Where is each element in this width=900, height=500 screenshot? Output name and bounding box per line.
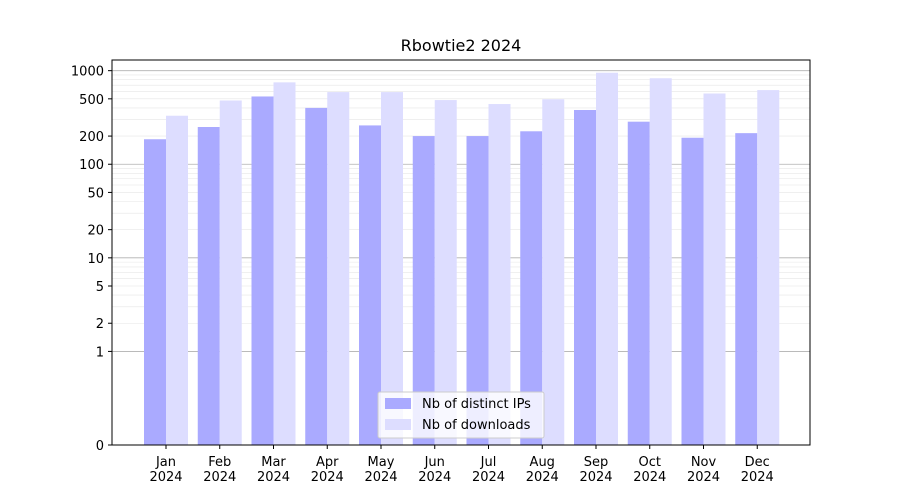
y-tick-label: 1000 (71, 65, 104, 80)
bar-distinct-ips-2 (197, 127, 220, 445)
bar-distinct-ips-7 (466, 136, 489, 446)
bar-downloads-10 (649, 78, 672, 446)
y-tick-label: 50 (87, 186, 104, 201)
x-tick-label: Dec 2024 (741, 455, 774, 485)
bar-distinct-ips-12 (735, 133, 758, 446)
bar-downloads-1 (166, 115, 188, 445)
bar-distinct-ips-4 (305, 107, 328, 446)
bar-downloads-8 (542, 99, 565, 446)
bar-downloads-4 (327, 92, 350, 446)
bar-downloads-2 (219, 100, 242, 445)
x-tick-label: Oct 2024 (633, 455, 666, 485)
y-tick-label: 200 (79, 130, 104, 145)
bar-downloads-3 (273, 82, 296, 445)
bar-downloads-7 (488, 104, 511, 445)
legend-swatch-distinct-ips (385, 398, 411, 409)
legend: Nb of distinct IPs Nb of downloads (377, 391, 545, 439)
bar-downloads-11 (703, 93, 726, 445)
legend-label-downloads: Nb of downloads (422, 418, 531, 433)
bar-distinct-ips-8 (520, 131, 543, 445)
y-tick-label: 0 (96, 439, 104, 454)
x-tick-label: Nov 2024 (687, 455, 720, 485)
bar-distinct-ips-3 (251, 96, 274, 446)
y-tick-label: 10 (87, 252, 104, 267)
x-tick-label: May 2024 (364, 455, 397, 485)
bar-distinct-ips-9 (574, 109, 596, 446)
y-tick-label: 20 (87, 224, 104, 239)
bar-downloads-6 (434, 100, 457, 445)
bar-downloads-9 (596, 72, 618, 445)
chart-title: Rbowtie2 2024 (401, 36, 522, 55)
y-tick-label: 100 (79, 158, 104, 173)
x-tick-label: Mar 2024 (257, 455, 290, 485)
bar-downloads-12 (757, 90, 780, 445)
bar-distinct-ips-6 (412, 136, 435, 446)
x-tick-label: Jul 2024 (472, 455, 505, 485)
bar-distinct-ips-11 (681, 137, 704, 445)
bar-distinct-ips-5 (359, 125, 381, 445)
x-tick-label: Aug 2024 (526, 455, 559, 485)
y-tick-label: 2 (96, 317, 104, 332)
bars (144, 72, 780, 446)
bar-downloads-5 (381, 92, 403, 446)
x-axis: Jan 2024 Feb 2024 Mar 2024 Apr 2024 May 2024 Jun 20… (149, 445, 774, 485)
x-tick-label: Jun 2024 (418, 455, 451, 485)
y-tick-label: 500 (79, 93, 104, 108)
bar-distinct-ips-10 (627, 121, 650, 446)
x-tick-label: Sep 2024 (579, 455, 612, 485)
y-axis: 0 1 2 5 10 20 50 100 200 500 1000 (71, 65, 112, 454)
bar-distinct-ips-1 (144, 139, 166, 445)
x-tick-label: Feb 2024 (203, 455, 236, 485)
plot-frame (111, 59, 811, 446)
legend-label-distinct-ips: Nb of distinct IPs (422, 397, 531, 412)
legend-swatch-downloads (385, 419, 411, 430)
x-tick-label: Apr 2024 (311, 455, 344, 485)
y-tick-label: 5 (96, 280, 104, 295)
legend-box (377, 391, 545, 439)
y-tick-label: 1 (96, 345, 104, 360)
x-tick-label: Jan 2024 (149, 455, 182, 485)
